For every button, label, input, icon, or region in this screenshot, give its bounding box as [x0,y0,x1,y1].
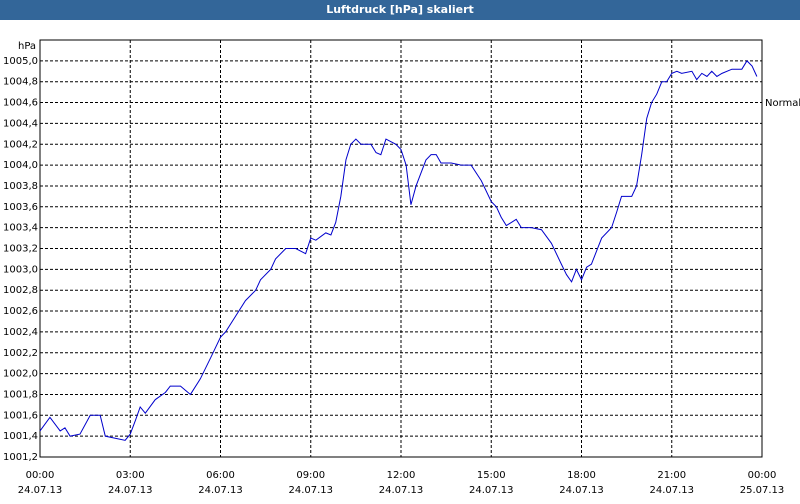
x-tick-date: 25.07.13 [740,485,785,496]
x-tick-label: 06:00 [206,470,235,481]
x-tick-date: 24.07.13 [198,485,243,496]
x-tick-label: 03:00 [116,470,145,481]
x-tick-date: 24.07.13 [559,485,604,496]
y-tick-label: 1002,2 [3,348,38,359]
x-tick-date: 24.07.13 [18,485,63,496]
y-tick-label: 1003,0 [3,264,38,275]
y-tick-label: 1002,6 [3,306,38,317]
y-tick-label: 1003,6 [3,202,38,213]
plot-border [39,39,763,458]
chart-title: Luftdruck [hPa] skaliert [326,3,474,16]
x-tick-label: 00:00 [26,470,55,481]
x-tick-date: 24.07.13 [288,485,333,496]
x-tick-label: 21:00 [657,470,686,481]
y-tick-label: 1002,0 [3,369,38,380]
y-tick-label: 1005,0 [3,56,38,67]
y-tick-label: 1004,6 [3,98,38,109]
y-tick-label: 1004,4 [3,118,38,129]
y-tick-label: 1003,2 [3,244,38,255]
y-tick-label: 1003,4 [3,223,38,234]
y-tick-label: 1003,8 [3,181,38,192]
x-tick-date: 24.07.13 [649,485,694,496]
y-tick-label: 1004,8 [3,77,38,88]
y-unit: hPa [18,41,36,52]
y-tick-label: 1001,4 [3,431,38,442]
x-tick-date: 24.07.13 [379,485,424,496]
legend-label: Normal [765,98,800,109]
x-tick-label: 12:00 [387,470,416,481]
x-tick-label: 18:00 [567,470,596,481]
x-tick-date: 24.07.13 [108,485,153,496]
y-tick-label: 1001,6 [3,410,38,421]
y-tick-label: 1004,2 [3,139,38,150]
y-tick-label: 1002,4 [3,327,38,338]
y-tick-label: 1001,8 [3,389,38,400]
x-tick-date: 24.07.13 [469,485,514,496]
x-tick-label: 09:00 [296,470,325,481]
x-tick-label: 15:00 [477,470,506,481]
y-tick-label: 1001,2 [3,452,38,463]
x-tick-label: 00:00 [748,470,777,481]
line-series [39,60,758,441]
y-tick-label: 1004,0 [3,160,38,171]
y-tick-label: 1002,8 [3,285,38,296]
title-bar [0,0,800,20]
